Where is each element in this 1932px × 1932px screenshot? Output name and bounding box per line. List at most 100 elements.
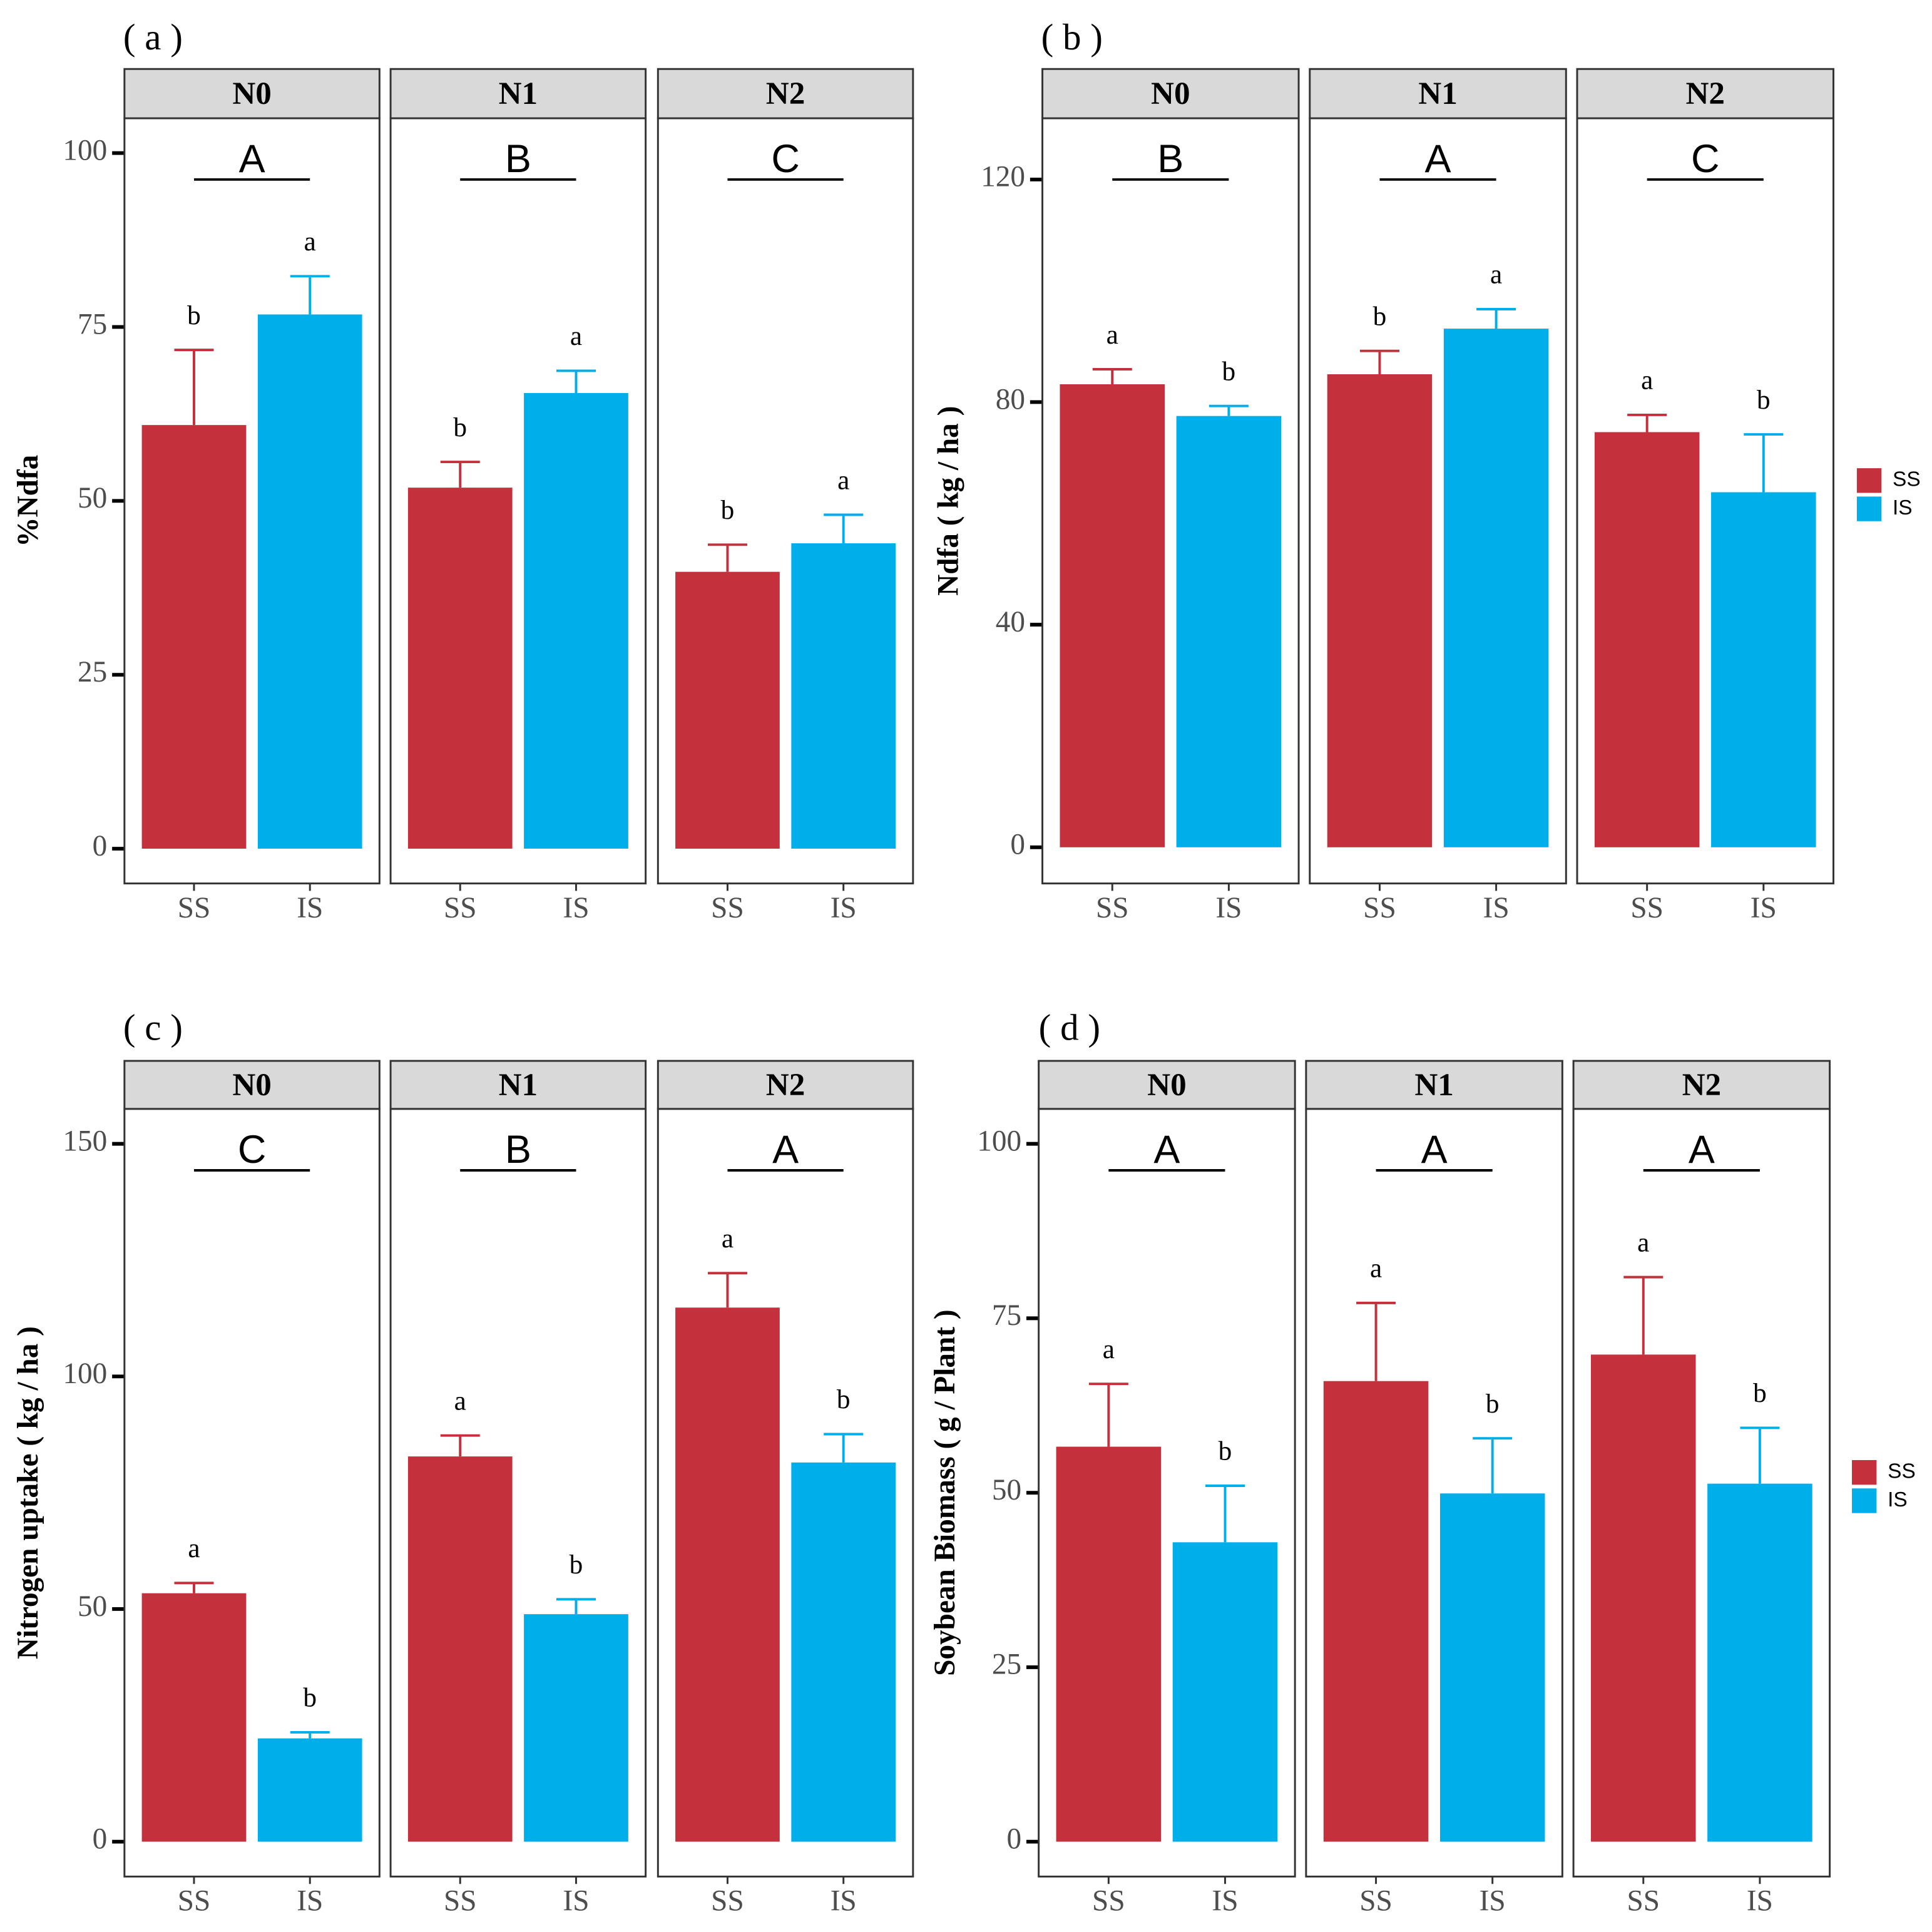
legend-label: SS bbox=[1893, 468, 1921, 491]
bar bbox=[1056, 1446, 1162, 1842]
x-tick-label: IS bbox=[831, 1885, 857, 1918]
y-tick-label: 100 bbox=[63, 1357, 107, 1390]
strip-label: N1 bbox=[1418, 76, 1458, 111]
x-tick-label: SS bbox=[1096, 892, 1129, 924]
x-tick-label: IS bbox=[1480, 1885, 1506, 1918]
y-tick-label: 50 bbox=[992, 1474, 1021, 1506]
group-letter: C bbox=[1691, 137, 1720, 181]
bar bbox=[1060, 384, 1165, 847]
error-bar bbox=[1744, 433, 1784, 493]
x-tick-label: IS bbox=[1212, 1885, 1238, 1918]
error-bar bbox=[440, 461, 480, 488]
error-bar bbox=[1359, 349, 1399, 375]
bar bbox=[524, 393, 628, 849]
group-letter: A bbox=[1425, 137, 1451, 181]
y-tick-label: 50 bbox=[78, 482, 107, 514]
bar bbox=[791, 1462, 896, 1842]
significance-letter: a bbox=[722, 1224, 733, 1254]
x-tick-label: IS bbox=[1215, 892, 1242, 924]
legend-swatch bbox=[1856, 468, 1882, 493]
bar bbox=[407, 1456, 513, 1842]
significance-letter: b bbox=[837, 1384, 851, 1414]
bar bbox=[791, 543, 896, 849]
error-bar bbox=[1473, 1437, 1513, 1494]
strip-label: N0 bbox=[1147, 1067, 1187, 1103]
x-tick-label: IS bbox=[563, 892, 589, 924]
strip bbox=[123, 1060, 381, 1110]
strip-label: N1 bbox=[499, 76, 538, 111]
strip-label: N2 bbox=[1685, 76, 1725, 111]
error-bar bbox=[824, 1433, 864, 1463]
significance-letter: b bbox=[453, 412, 467, 442]
legend-label: IS bbox=[1888, 1488, 1908, 1511]
significance-letter: a bbox=[1490, 260, 1502, 290]
x-tick-label: SS bbox=[178, 1885, 211, 1918]
error-bar bbox=[1205, 1485, 1245, 1543]
significance-letter: b bbox=[1486, 1389, 1500, 1419]
y-tick-label: 0 bbox=[1006, 1822, 1021, 1855]
bar bbox=[1443, 329, 1549, 847]
strip bbox=[389, 1060, 647, 1110]
error-bar bbox=[707, 1272, 747, 1308]
significance-letter: b bbox=[1753, 1378, 1767, 1408]
strip-label: N1 bbox=[499, 1067, 538, 1103]
error-bar bbox=[174, 1582, 214, 1593]
y-axis-label: Ndfa ( kg / ha ) bbox=[933, 406, 965, 596]
bar bbox=[1176, 416, 1282, 847]
group-letter: A bbox=[239, 137, 265, 181]
x-tick-label: SS bbox=[1630, 892, 1664, 924]
legend-swatch bbox=[1856, 496, 1882, 521]
panel-label: ( a ) bbox=[123, 16, 183, 58]
strip-label: N2 bbox=[766, 76, 805, 111]
panel-label: ( b ) bbox=[1041, 16, 1103, 58]
significance-letter: b bbox=[1373, 301, 1387, 331]
error-bar bbox=[290, 1730, 330, 1739]
significance-letter: a bbox=[837, 465, 849, 495]
significance-letter: a bbox=[1370, 1254, 1382, 1284]
x-tick-label: SS bbox=[1359, 1885, 1393, 1918]
y-tick-label: 75 bbox=[992, 1299, 1021, 1332]
error-bar bbox=[174, 349, 214, 426]
error-bar bbox=[1209, 404, 1249, 416]
x-tick-label: SS bbox=[711, 1885, 744, 1918]
x-tick-label: SS bbox=[1627, 1885, 1660, 1918]
y-tick-label: 0 bbox=[93, 1822, 108, 1855]
bar bbox=[1591, 1354, 1696, 1842]
strip-label: N2 bbox=[766, 1067, 805, 1103]
y-tick-label: 75 bbox=[78, 308, 107, 340]
strip bbox=[1309, 68, 1567, 120]
y-tick-label: 40 bbox=[996, 606, 1025, 638]
x-tick-label: IS bbox=[831, 892, 857, 924]
x-tick-label: SS bbox=[1092, 1885, 1125, 1918]
bar bbox=[141, 1593, 247, 1842]
legend-label: SS bbox=[1888, 1460, 1916, 1483]
significance-letter: b bbox=[570, 1550, 583, 1580]
error-bar bbox=[1476, 308, 1516, 329]
group-letter: B bbox=[1157, 137, 1183, 181]
y-tick-label: 100 bbox=[63, 134, 107, 166]
x-tick-label: SS bbox=[178, 892, 211, 924]
strip-label: N0 bbox=[1151, 76, 1190, 111]
significance-letter: b bbox=[187, 300, 201, 330]
x-tick-label: SS bbox=[711, 892, 744, 924]
bar bbox=[675, 571, 780, 849]
error-bar bbox=[1627, 413, 1667, 432]
bar bbox=[257, 314, 362, 849]
bar bbox=[675, 1307, 780, 1842]
group-letter: C bbox=[771, 137, 800, 181]
error-bar bbox=[440, 1434, 480, 1457]
significance-letter: a bbox=[304, 227, 316, 257]
x-tick-label: SS bbox=[444, 1885, 477, 1918]
x-tick-label: IS bbox=[1751, 892, 1777, 924]
strip bbox=[123, 68, 381, 120]
error-bar bbox=[290, 275, 330, 315]
x-tick-label: SS bbox=[444, 892, 477, 924]
y-axis-label: %Ndfa bbox=[12, 455, 44, 547]
strip-label: N1 bbox=[1414, 1067, 1454, 1103]
legend-swatch bbox=[1852, 1459, 1877, 1485]
error-bar bbox=[1740, 1426, 1780, 1484]
bar bbox=[257, 1738, 362, 1842]
panel-label: ( d ) bbox=[1039, 1007, 1100, 1048]
